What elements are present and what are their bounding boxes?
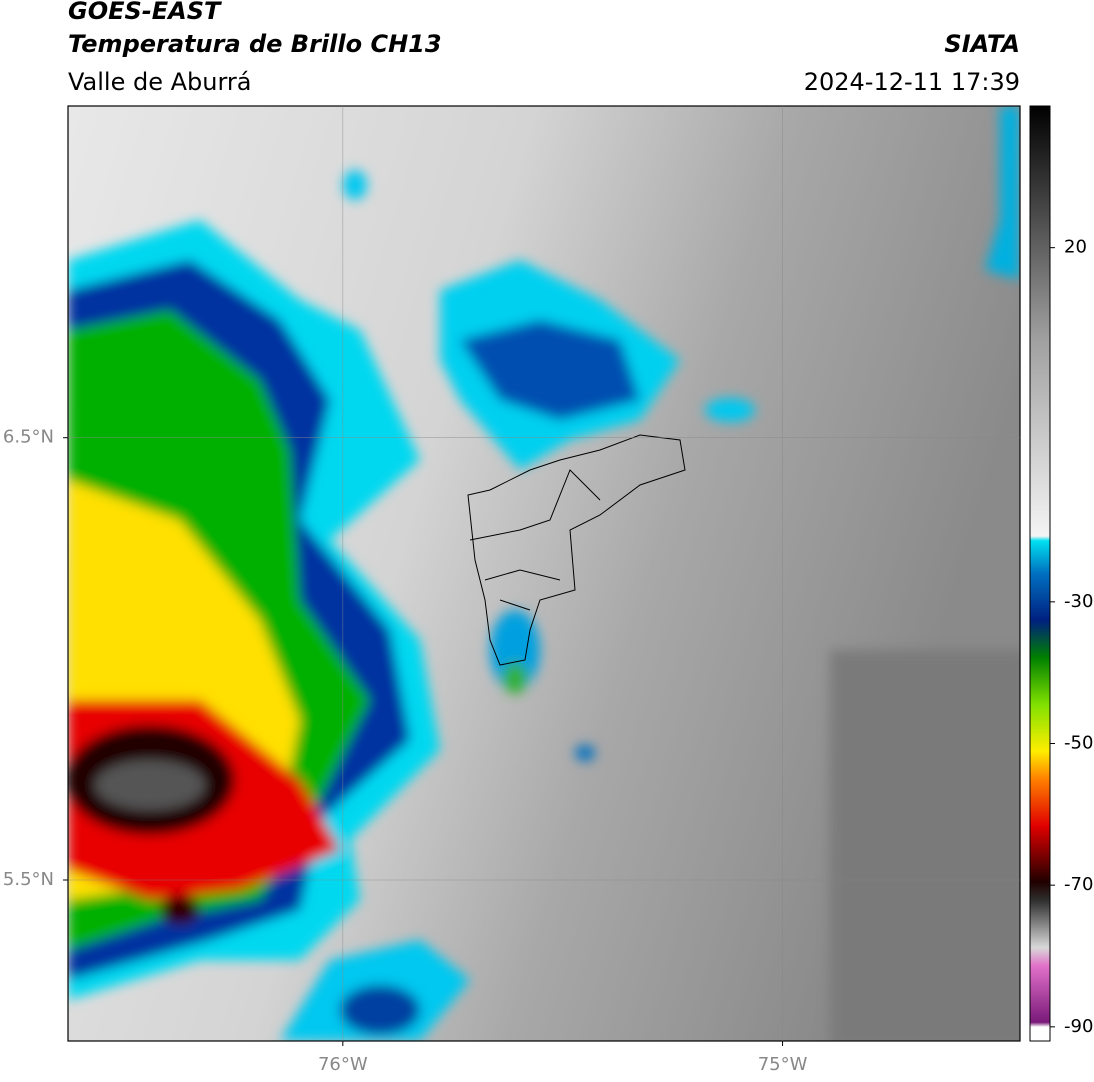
datetime: 2024-12-11 17:39 [804, 68, 1020, 96]
source: SIATA [944, 30, 1020, 58]
colorbar-tick-label: -70 [1064, 874, 1093, 895]
x-tick-label: 75°W [758, 1054, 808, 1075]
satellite-image [68, 106, 1020, 1041]
y-tick-label: 5.5°N [3, 869, 54, 890]
y-tick-label: 6.5°N [3, 427, 54, 448]
colorbar-tick-label: -90 [1064, 1016, 1093, 1037]
map-frame [67, 105, 1021, 1042]
x-tick-label: 76°W [318, 1054, 368, 1075]
colorbar-tick-label: -50 [1064, 733, 1093, 754]
title: GOES-EAST [68, 0, 222, 25]
region: Valle de Aburrá [68, 68, 252, 96]
colorbar-tick-label: 20 [1064, 237, 1087, 258]
colorbar [1029, 105, 1051, 1042]
colorbar-tick-label: -30 [1064, 591, 1093, 612]
subtitle: Temperatura de Brillo CH13 [68, 30, 442, 58]
